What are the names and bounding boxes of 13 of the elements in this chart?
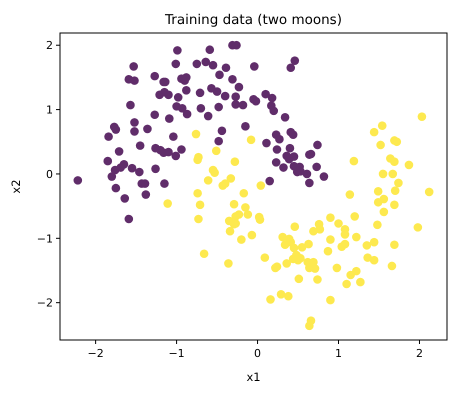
- y-tick-label: 2: [46, 39, 53, 52]
- chart-title: Training data (two moons): [164, 12, 342, 28]
- y-tick-label: 0: [46, 168, 53, 181]
- y-axis-title: x2: [9, 179, 23, 194]
- x-tick-label: −2: [88, 347, 104, 360]
- x-axis-title: x1: [246, 370, 261, 384]
- x-tick-label: 0: [254, 347, 262, 360]
- y-tick-label: −1: [36, 232, 53, 246]
- x-tick-label: 2: [416, 347, 423, 360]
- y-tick-label: −2: [36, 296, 53, 310]
- x-tick-label: 1: [335, 347, 342, 360]
- y-tick-label: 1: [46, 104, 53, 117]
- x-tick-label: −1: [168, 347, 185, 360]
